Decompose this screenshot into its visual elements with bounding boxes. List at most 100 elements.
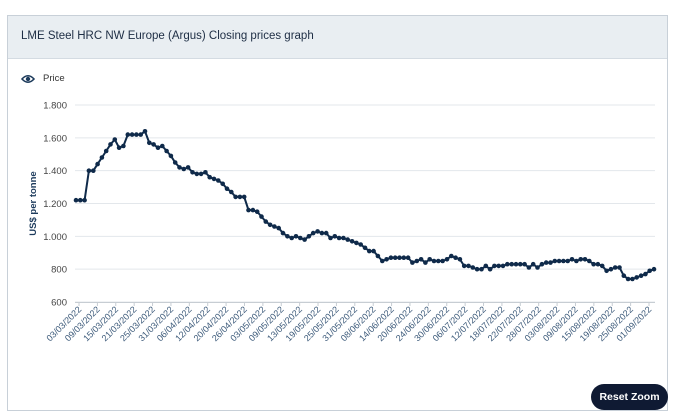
data-point[interactable]	[345, 237, 351, 242]
data-point[interactable]	[151, 142, 156, 147]
data-point[interactable]	[578, 257, 583, 262]
data-point[interactable]	[190, 170, 195, 175]
reset-zoom-button[interactable]: Reset Zoom	[591, 384, 668, 410]
data-point[interactable]	[332, 234, 338, 239]
data-point[interactable]	[95, 161, 100, 167]
data-point[interactable]	[483, 263, 489, 269]
data-point[interactable]	[599, 263, 605, 269]
data-point[interactable]	[630, 276, 635, 282]
data-point[interactable]	[444, 257, 450, 262]
data-point[interactable]	[103, 148, 109, 154]
data-point[interactable]	[367, 248, 372, 254]
data-point[interactable]	[241, 194, 247, 200]
data-point[interactable]	[418, 257, 424, 262]
data-point[interactable]	[254, 209, 260, 214]
data-point[interactable]	[315, 229, 320, 234]
data-point[interactable]	[194, 171, 200, 177]
data-point[interactable]	[401, 255, 407, 260]
data-point[interactable]	[371, 248, 376, 254]
data-point[interactable]	[608, 266, 614, 272]
data-point[interactable]	[487, 266, 493, 272]
data-point[interactable]	[285, 234, 290, 239]
data-point[interactable]	[362, 245, 368, 251]
data-point[interactable]	[470, 265, 476, 270]
data-point[interactable]	[569, 257, 575, 262]
data-point[interactable]	[461, 263, 467, 269]
data-point[interactable]	[522, 261, 527, 267]
data-point[interactable]	[358, 242, 364, 247]
data-point[interactable]	[530, 261, 536, 267]
data-point[interactable]	[172, 160, 178, 165]
data-point[interactable]	[82, 197, 87, 203]
data-point[interactable]	[453, 255, 458, 260]
data-point[interactable]	[276, 225, 282, 231]
data-point[interactable]	[349, 239, 355, 244]
data-point[interactable]	[496, 263, 502, 269]
data-point[interactable]	[185, 165, 191, 170]
data-point[interactable]	[211, 176, 217, 182]
data-point[interactable]	[509, 261, 514, 267]
data-point[interactable]	[449, 253, 454, 259]
data-point[interactable]	[612, 265, 618, 270]
legend-item-price[interactable]: Price	[21, 73, 65, 84]
data-point[interactable]	[147, 140, 152, 146]
data-point[interactable]	[556, 258, 562, 264]
data-point[interactable]	[638, 273, 644, 279]
data-point[interactable]	[643, 271, 648, 277]
data-point[interactable]	[121, 143, 126, 149]
data-point[interactable]	[280, 230, 286, 236]
data-point[interactable]	[574, 258, 579, 264]
data-point[interactable]	[160, 143, 165, 149]
data-point[interactable]	[164, 148, 169, 154]
data-point[interactable]	[229, 189, 234, 195]
data-point[interactable]	[457, 257, 463, 262]
data-point[interactable]	[250, 207, 256, 213]
data-point[interactable]	[440, 258, 445, 264]
data-point[interactable]	[177, 165, 182, 170]
data-point[interactable]	[138, 132, 143, 137]
data-point[interactable]	[397, 255, 402, 260]
data-point[interactable]	[505, 261, 510, 267]
data-point[interactable]	[375, 253, 381, 259]
data-point[interactable]	[108, 142, 113, 147]
data-point[interactable]	[513, 261, 519, 267]
data-point[interactable]	[142, 129, 148, 134]
data-point[interactable]	[125, 132, 131, 137]
data-point[interactable]	[604, 268, 609, 274]
data-point[interactable]	[112, 137, 118, 142]
data-point[interactable]	[582, 257, 588, 262]
data-point[interactable]	[595, 261, 601, 267]
data-point[interactable]	[129, 132, 135, 137]
data-point[interactable]	[466, 263, 471, 269]
data-point[interactable]	[203, 170, 208, 175]
data-point[interactable]	[552, 258, 558, 264]
data-point[interactable]	[518, 261, 523, 267]
data-point[interactable]	[155, 145, 161, 150]
data-point[interactable]	[634, 275, 639, 280]
data-point[interactable]	[539, 261, 545, 267]
data-point[interactable]	[207, 174, 212, 180]
data-point[interactable]	[535, 265, 540, 270]
data-point[interactable]	[647, 268, 652, 274]
data-point[interactable]	[323, 230, 329, 236]
data-point[interactable]	[380, 258, 385, 264]
data-point[interactable]	[78, 197, 83, 203]
data-point[interactable]	[427, 257, 433, 262]
data-point[interactable]	[319, 230, 325, 236]
data-point[interactable]	[237, 194, 243, 200]
data-point[interactable]	[198, 171, 204, 177]
data-point[interactable]	[336, 235, 342, 241]
data-point[interactable]	[259, 214, 264, 219]
data-point[interactable]	[548, 260, 553, 265]
data-point[interactable]	[293, 234, 299, 239]
data-point[interactable]	[479, 266, 484, 272]
data-point[interactable]	[405, 255, 411, 260]
data-point[interactable]	[410, 260, 415, 265]
data-point[interactable]	[617, 265, 622, 270]
data-point[interactable]	[134, 132, 139, 137]
data-point[interactable]	[591, 261, 596, 267]
data-point[interactable]	[500, 263, 506, 269]
data-point[interactable]	[341, 235, 346, 241]
data-point[interactable]	[651, 266, 657, 272]
data-point[interactable]	[423, 260, 428, 265]
